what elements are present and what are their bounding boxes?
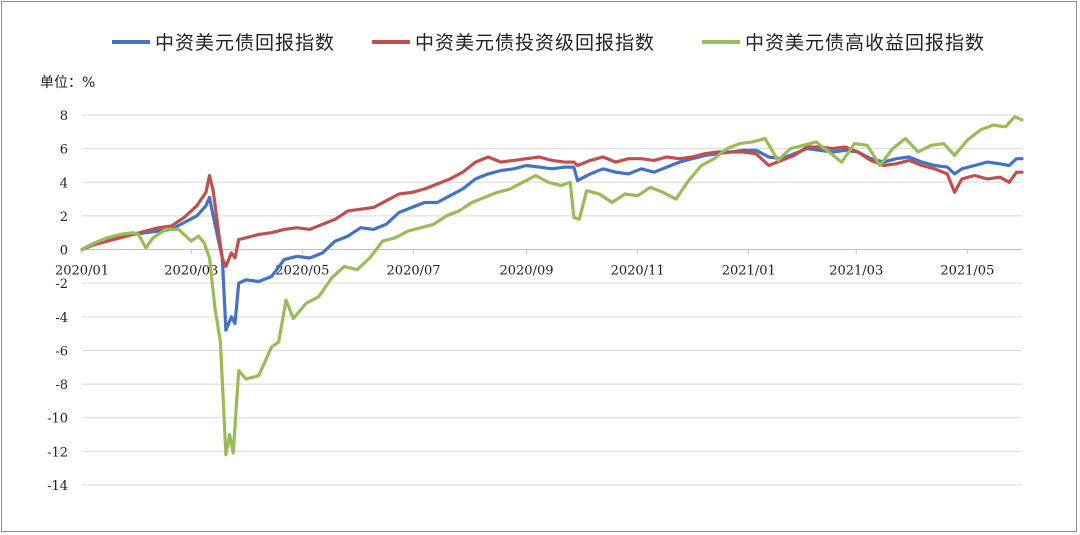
legend-label-2: 中资美元债投资级回报指数 [415,32,655,54]
y-tick-label: -6 [55,344,68,359]
series-line-3 [80,115,1024,457]
unit-label: 单位：% [40,75,95,91]
series-line-1 [80,147,1024,332]
y-tick-label: -2 [55,277,68,292]
series-line-2 [80,145,1024,268]
y-tick-label: 8 [60,109,68,124]
x-tick-label: 2020/11 [611,264,665,279]
y-tick-label: -14 [47,479,68,494]
x-tick-label: 2021/01 [722,264,776,279]
y-tick-label: 4 [60,176,68,191]
legend-label-1: 中资美元债回报指数 [155,32,335,54]
x-tick-label: 2021/03 [829,264,883,279]
legend: 中资美元债回报指数 中资美元债投资级回报指数 中资美元债高收益回报指数 [112,32,985,54]
x-tick-label: 2020/01 [55,264,109,279]
legend-label-3: 中资美元债高收益回报指数 [745,32,985,54]
x-tick-label: 2020/09 [499,264,553,279]
y-axis-ticks: 8 6 4 2 0 -2 -4 -6 -8 -10 -12 -14 [47,109,68,494]
y-tick-label: -8 [55,378,68,393]
series-lines [80,115,1024,457]
y-tick-label: -12 [47,445,68,460]
y-tick-label: 6 [60,143,68,158]
x-axis: 2020/01 2020/03 2020/05 2020/07 2020/09 2020/… [55,249,1022,279]
y-tick-label: -10 [47,412,68,427]
y-tick-label: 2 [60,210,68,225]
x-tick-label: 2020/03 [164,264,218,279]
y-tick-label: 0 [60,244,68,259]
y-tick-label: -4 [55,311,68,326]
x-tick-label: 2020/05 [275,264,329,279]
x-tick-label: 2020/07 [387,264,441,279]
x-tick-label: 2021/05 [940,264,994,279]
